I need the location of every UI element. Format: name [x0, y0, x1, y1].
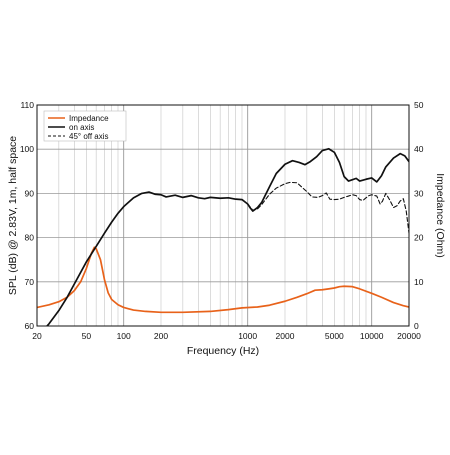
x-tick-label: 100 [117, 331, 131, 341]
x-tick-label: 2000 [276, 331, 295, 341]
series-layer [37, 147, 409, 326]
y2-tick-label: 0 [414, 321, 419, 331]
y2-axis-title: Impedance (Ohm) [434, 173, 446, 258]
grid-layer [37, 105, 409, 326]
y-tick-label: 90 [25, 188, 35, 198]
y-tick-label: 70 [25, 277, 35, 287]
series-line-45-off-axis [247, 181, 409, 234]
x-tick-label: 5000 [325, 331, 344, 341]
x-axis-title: Frequency (Hz) [187, 345, 259, 357]
x-tick-label: 1000 [238, 331, 257, 341]
y-tick-label: 110 [20, 100, 34, 110]
x-tick-label: 50 [82, 331, 92, 341]
y2-tick-label: 30 [414, 188, 424, 198]
y-tick-label: 80 [25, 233, 35, 243]
x-tick-label: 200 [154, 331, 168, 341]
legend-box [43, 110, 127, 142]
x-tick-label: 20 [32, 331, 42, 341]
y-tick-label: 100 [20, 144, 34, 154]
plot-frame [36, 104, 410, 327]
series-line-impedance [37, 246, 409, 314]
y2-tick-label: 40 [414, 144, 424, 154]
x-tick-label: 20000 [397, 331, 421, 341]
y-tick-label: 60 [25, 321, 35, 331]
y-axis-title: SPL (dB) @ 2.83V, 1m, half space [7, 136, 19, 295]
legend-item-label: 45° off axis [69, 132, 109, 141]
legend-item-label: Impedance [69, 114, 109, 123]
legend-item-label: on axis [69, 123, 94, 132]
y2-tick-label: 10 [414, 277, 424, 287]
x-tick-label: 10000 [360, 331, 384, 341]
series-line-on-axis [45, 147, 409, 326]
y2-tick-label: 20 [414, 233, 424, 243]
y2-tick-label: 50 [414, 100, 424, 110]
tick-layer: 20 50 100 200 1000 2000 5000 10000 2000060708090… [20, 100, 424, 341]
